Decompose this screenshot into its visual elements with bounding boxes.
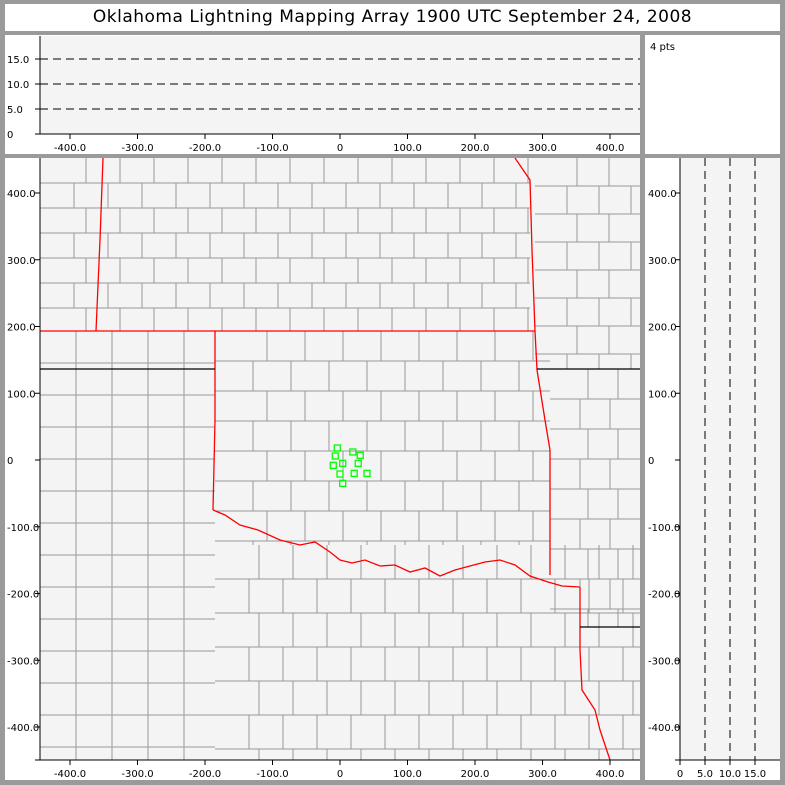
x-tick-label: 300.0 (528, 143, 557, 154)
map-axes: 400.0 300.0 200.0 100.0 0 -100.0 -200.0 -300.0 -… (7, 158, 640, 780)
x-tick-label: 5.0 (697, 769, 713, 780)
lightning-points (329, 444, 371, 488)
x-tick-label: 400.0 (596, 769, 625, 780)
lightning-point (329, 461, 337, 469)
x-tick-label: 200.0 (461, 769, 490, 780)
right-axes: 400.0 300.0 200.0 100.0 0 -100.0 -200.0 -300.0 -… (648, 158, 780, 780)
lightning-point (356, 451, 364, 459)
x-tick-label: 300.0 (528, 769, 557, 780)
chart-title: Oklahoma Lightning Mapping Array 1900 UT… (5, 4, 780, 31)
x-tick-label: 10.0 (719, 769, 741, 780)
state-borders (40, 158, 640, 760)
state-border (95, 158, 104, 332)
map-plot-area (40, 158, 640, 760)
y-tick-label: -100.0 (7, 523, 39, 534)
lightning-point (331, 452, 339, 460)
y-tick-label: 400.0 (7, 189, 36, 200)
lightning-point (349, 448, 357, 456)
y-tick-label: 15.0 (7, 55, 29, 66)
lightning-point (363, 469, 371, 478)
x-tick-label: 400.0 (596, 143, 625, 154)
lightning-point (354, 459, 362, 467)
y-tick-label: 100.0 (7, 389, 36, 400)
y-tick-label: -300.0 (7, 656, 39, 667)
x-tick-label: 0 (337, 769, 343, 780)
lightning-point (339, 479, 347, 488)
y-tick-label: 200.0 (648, 323, 677, 334)
x-tick-label: -300.0 (121, 769, 153, 780)
y-tick-label: 400.0 (648, 189, 677, 200)
y-tick-label: 0 (7, 130, 13, 141)
y-tick-label: 300.0 (7, 256, 36, 267)
state-border (212, 509, 581, 588)
top-axes: 0 5.0 10.0 15.0 -400.0 -300.0 -200.0 -100.0 0 100… (7, 36, 640, 154)
count-panel (645, 35, 780, 154)
x-tick-label: 200.0 (461, 143, 490, 154)
points-count: 4 pts (650, 42, 675, 53)
lightning-point (350, 469, 358, 478)
x-tick-label: 15.0 (744, 769, 766, 780)
y-tick-label: -200.0 (7, 590, 39, 601)
y-tick-label: -300.0 (648, 656, 680, 667)
x-tick-label: -400.0 (54, 143, 86, 154)
x-tick-label: 100.0 (393, 143, 422, 154)
x-tick-label: -400.0 (54, 769, 86, 780)
y-tick-label: -400.0 (648, 723, 680, 734)
x-tick-label: 0 (337, 143, 343, 154)
y-tick-label: -100.0 (648, 523, 680, 534)
state-border (212, 331, 216, 511)
y-tick-label: 10.0 (7, 80, 29, 91)
altitude-plot-area (40, 36, 640, 134)
lightning-point (339, 459, 347, 467)
state-border (514, 158, 551, 575)
lightning-point (333, 444, 341, 452)
x-tick-label: -300.0 (121, 143, 153, 154)
x-tick-label: 100.0 (393, 769, 422, 780)
state-border (579, 587, 611, 760)
x-tick-label: -200.0 (189, 769, 221, 780)
y-tick-label: 0 (648, 456, 654, 467)
x-tick-label: 0 (677, 769, 683, 780)
y-tick-label: 300.0 (648, 256, 677, 267)
y-tick-label: 5.0 (7, 105, 23, 116)
y-tick-label: 100.0 (648, 389, 677, 400)
x-tick-label: -100.0 (256, 769, 288, 780)
y-tick-label: 0 (7, 456, 13, 467)
x-tick-label: -200.0 (189, 143, 221, 154)
y-tick-label: -400.0 (7, 723, 39, 734)
x-tick-label: -100.0 (256, 143, 288, 154)
y-tick-label: -200.0 (648, 590, 680, 601)
y-tick-label: 200.0 (7, 323, 36, 334)
lightning-point (336, 470, 344, 478)
